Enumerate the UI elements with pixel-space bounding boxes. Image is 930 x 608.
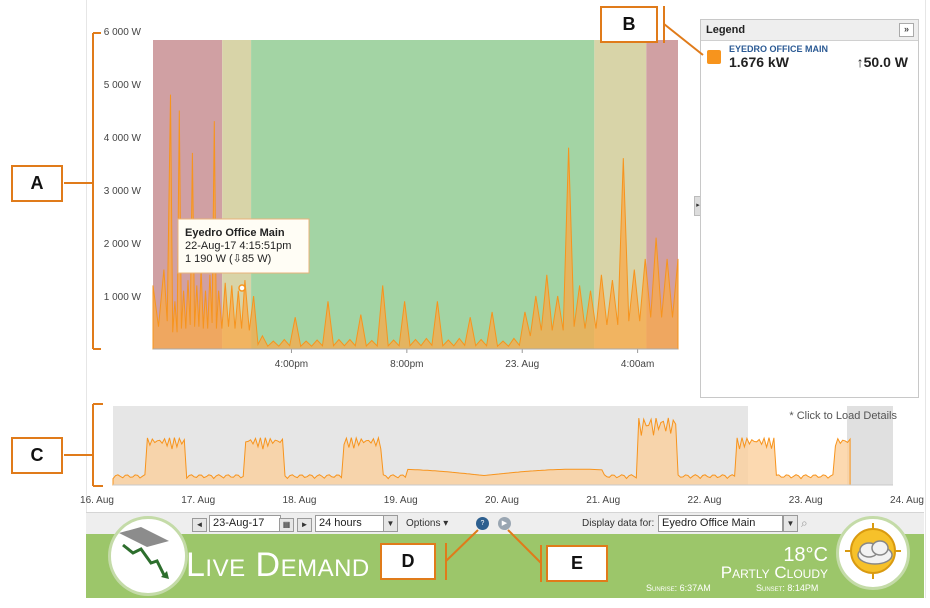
- annotation-c: C: [11, 437, 63, 474]
- legend-collapse-button[interactable]: »: [899, 23, 914, 37]
- legend-panel: Legend » EYEDRO OFFICE MAIN 1.676 kW ↑50…: [700, 19, 919, 398]
- date-field[interactable]: 23-Aug-17: [209, 515, 281, 532]
- y-tick-label: 1 000 W: [104, 292, 142, 303]
- annotation-b: B: [600, 6, 658, 43]
- y-tick-label: 6 000 W: [104, 27, 142, 38]
- sunset-time: Sunset: 8:14PM: [756, 583, 819, 593]
- legend-series-name[interactable]: EYEDRO OFFICE MAIN: [729, 44, 829, 54]
- weather-temperature: 18°C: [783, 544, 828, 566]
- navigator-window[interactable]: [847, 406, 893, 485]
- y-tick-label: 3 000 W: [104, 186, 142, 197]
- demand-area: [152, 94, 679, 350]
- play-button[interactable]: ▶: [498, 517, 511, 530]
- chart-tooltip: Eyedro Office Main 22-Aug-17 4:15:51pm 1…: [177, 218, 310, 292]
- tooltip-value: 1 190 W (⇩85 W): [185, 253, 271, 265]
- legend-title: Legend: [706, 24, 746, 36]
- x-tick-label: 8:00pm: [390, 359, 423, 370]
- tooltip-time: 22-Aug-17 4:15:51pm: [185, 240, 291, 252]
- annotation-d: D: [380, 543, 436, 580]
- banner-title: Live Demand: [186, 546, 370, 584]
- navigator-tick-label: 16. Aug: [80, 495, 114, 506]
- navigator-area: [112, 417, 851, 486]
- navigator-tick-label: 19. Aug: [384, 495, 418, 506]
- legend-current-value: 1.676 kW: [729, 54, 789, 70]
- demand-down-icon: [119, 527, 169, 579]
- tooltip-point: [238, 284, 246, 292]
- navigator-tick-label: 18. Aug: [283, 495, 317, 506]
- range-dropdown-button[interactable]: ▼: [383, 515, 398, 532]
- partly-cloudy-icon: [845, 523, 901, 579]
- range-select[interactable]: 24 hours: [315, 515, 385, 532]
- demand-chart[interactable]: 6 000 W 5 000 W 4 000 W 3 000 W 2 000 W 1 000…: [0, 0, 930, 400]
- weather-widget: [836, 516, 910, 590]
- tooltip-title: Eyedro Office Main: [185, 227, 285, 239]
- next-day-button[interactable]: ►: [297, 518, 312, 532]
- x-tick-label: 23. Aug: [505, 359, 539, 370]
- options-menu[interactable]: Options ▾: [406, 518, 449, 529]
- navigator-tick-label: 22. Aug: [688, 495, 722, 506]
- display-data-select[interactable]: Eyedro Office Main: [658, 515, 783, 532]
- navigator-tick-label: 17. Aug: [181, 495, 215, 506]
- legend-peak-value: ↑50.0 W: [856, 54, 908, 70]
- help-button[interactable]: ?: [476, 517, 489, 530]
- navigator-tick-label: 20. Aug: [485, 495, 519, 506]
- x-tick-label: 4:00pm: [275, 359, 308, 370]
- annotation-a: A: [11, 165, 63, 202]
- calendar-button[interactable]: ▦: [279, 518, 294, 532]
- legend-header: Legend »: [701, 20, 918, 41]
- navigator-tick-label: 24. Aug: [890, 495, 924, 506]
- logo: [108, 516, 188, 596]
- y-tick-label: 2 000 W: [104, 239, 142, 250]
- navigator-tick-label: 23. Aug: [789, 495, 823, 506]
- x-tick-label: 4:00am: [621, 359, 654, 370]
- navigator-chart[interactable]: 16. Aug 17. Aug 18. Aug 19. Aug 20. Aug 21. A…: [0, 400, 930, 510]
- annotation-e: E: [546, 545, 608, 582]
- y-tick-label: 5 000 W: [104, 80, 142, 91]
- sunrise-time: Sunrise: 6:37AM: [646, 583, 711, 593]
- display-data-label: Display data for:: [582, 518, 655, 529]
- prev-day-button[interactable]: ◄: [192, 518, 207, 532]
- time-of-use-band: [251, 40, 595, 349]
- y-tick-label: 4 000 W: [104, 133, 142, 144]
- time-of-use-band: [646, 40, 678, 349]
- navigator-note: * Click to Load Details: [789, 410, 897, 422]
- live-demand-banner: Live Demand 18°C Partly Cloudy Sunrise: …: [86, 534, 924, 598]
- weather-condition: Partly Cloudy: [720, 563, 828, 582]
- toolbar: ◄ 23-Aug-17 ▦ ► 24 hours ▼ Options ▾ ? ▶…: [86, 512, 924, 535]
- search-icon[interactable]: ⌕: [801, 516, 808, 530]
- display-data-dropdown-button[interactable]: ▼: [783, 515, 798, 532]
- navigator-tick-label: 21. Aug: [586, 495, 620, 506]
- legend-swatch[interactable]: [707, 50, 721, 64]
